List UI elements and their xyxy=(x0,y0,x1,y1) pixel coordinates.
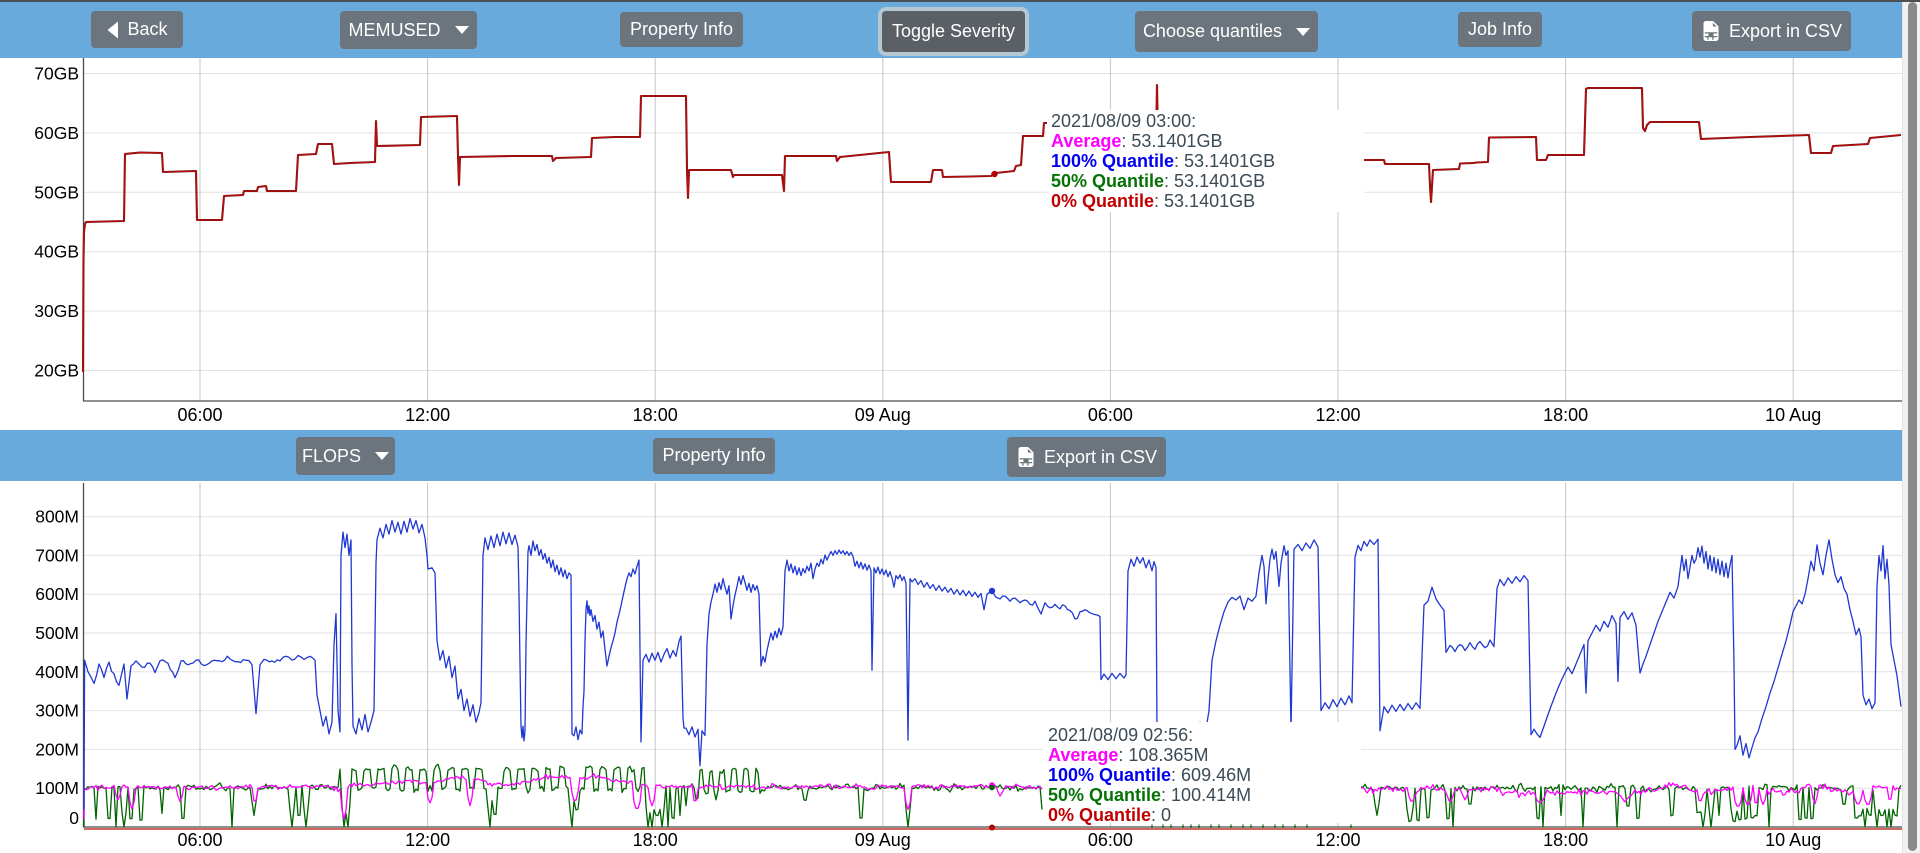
svg-text:100% Quantile: 609.46M: 100% Quantile: 609.46M xyxy=(1048,765,1251,785)
svg-text:50% Quantile: 53.1401GB: 50% Quantile: 53.1401GB xyxy=(1051,171,1265,191)
svg-text:20GB: 20GB xyxy=(34,361,79,381)
svg-text:09 Aug: 09 Aug xyxy=(855,405,911,425)
svg-text:60GB: 60GB xyxy=(34,123,79,143)
svg-text:50GB: 50GB xyxy=(34,182,79,202)
svg-text:12:00: 12:00 xyxy=(405,830,450,850)
svg-text:0% Quantile: 0: 0% Quantile: 0 xyxy=(1048,805,1171,825)
svg-text:2021/08/09 03:00:: 2021/08/09 03:00: xyxy=(1051,111,1196,131)
svg-text:500M: 500M xyxy=(35,623,79,643)
svg-text:100M: 100M xyxy=(35,778,79,798)
svg-text:300M: 300M xyxy=(35,701,79,721)
svg-text:600M: 600M xyxy=(35,584,79,604)
svg-text:06:00: 06:00 xyxy=(1088,405,1133,425)
svg-text:09 Aug: 09 Aug xyxy=(855,830,911,850)
svg-text:10 Aug: 10 Aug xyxy=(1765,830,1821,850)
svg-text:2021/08/09 02:56:: 2021/08/09 02:56: xyxy=(1048,725,1193,745)
svg-text:18:00: 18:00 xyxy=(1543,830,1588,850)
svg-text:18:00: 18:00 xyxy=(633,405,678,425)
svg-text:12:00: 12:00 xyxy=(405,405,450,425)
svg-text:70GB: 70GB xyxy=(34,64,79,84)
svg-text:200M: 200M xyxy=(35,739,79,759)
svg-text:800M: 800M xyxy=(35,507,79,527)
svg-text:Average: 53.1401GB: Average: 53.1401GB xyxy=(1051,131,1222,151)
svg-text:400M: 400M xyxy=(35,662,79,682)
svg-text:12:00: 12:00 xyxy=(1315,405,1360,425)
svg-text:0: 0 xyxy=(69,808,79,828)
svg-text:40GB: 40GB xyxy=(34,242,79,262)
svg-text:Average: 108.365M: Average: 108.365M xyxy=(1048,745,1208,765)
svg-text:06:00: 06:00 xyxy=(177,830,222,850)
svg-text:12:00: 12:00 xyxy=(1315,830,1360,850)
svg-text:30GB: 30GB xyxy=(34,301,79,321)
svg-text:10 Aug: 10 Aug xyxy=(1765,405,1821,425)
svg-text:18:00: 18:00 xyxy=(1543,405,1588,425)
svg-text:100% Quantile: 53.1401GB: 100% Quantile: 53.1401GB xyxy=(1051,151,1275,171)
svg-text:50% Quantile: 100.414M: 50% Quantile: 100.414M xyxy=(1048,785,1251,805)
svg-text:06:00: 06:00 xyxy=(177,405,222,425)
svg-text:700M: 700M xyxy=(35,545,79,565)
svg-text:06:00: 06:00 xyxy=(1088,830,1133,850)
svg-text:18:00: 18:00 xyxy=(633,830,678,850)
svg-text:0% Quantile: 53.1401GB: 0% Quantile: 53.1401GB xyxy=(1051,191,1255,211)
